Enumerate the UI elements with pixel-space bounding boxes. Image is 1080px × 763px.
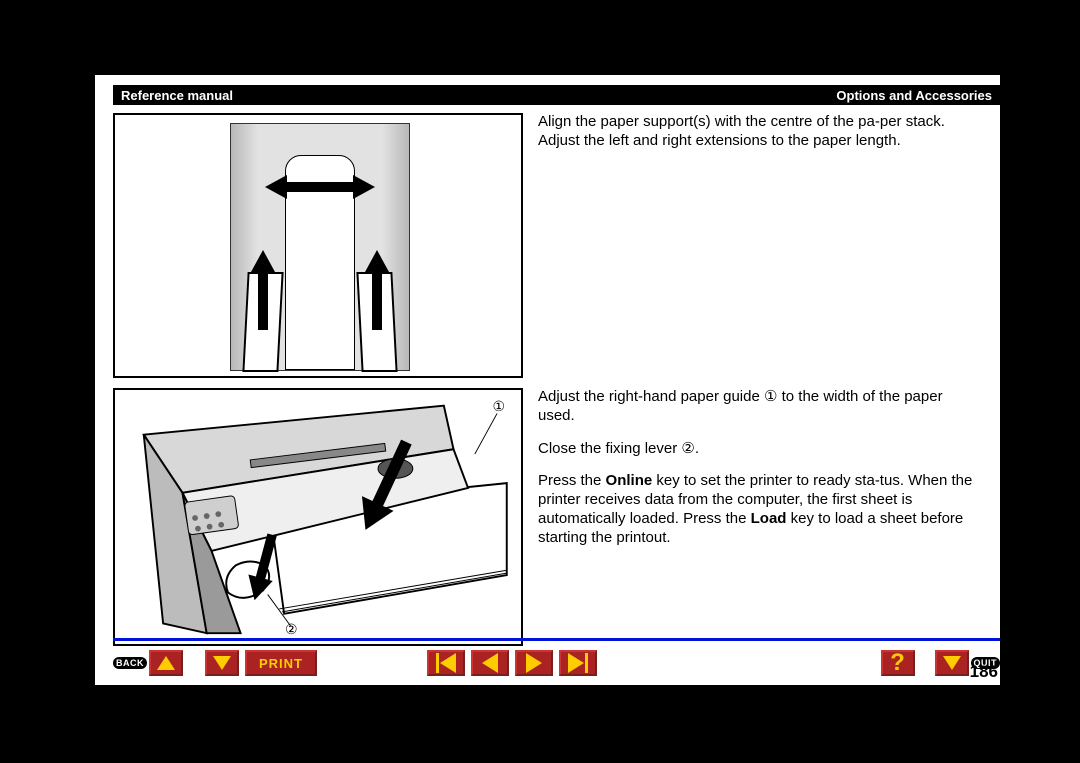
triangle-left-icon — [482, 653, 498, 673]
triangle-up-icon — [157, 656, 175, 670]
prev-page-button[interactable] — [471, 650, 509, 676]
p2b: Close the fixing lever ②. — [538, 440, 983, 459]
triangle-down-icon — [943, 656, 961, 670]
document-page: Reference manual Options and Accessories — [95, 75, 1000, 685]
instruction-text-1: Align the paper support(s) with the cent… — [538, 113, 983, 151]
last-page-button[interactable] — [559, 650, 597, 676]
separator-rule — [113, 638, 1000, 641]
vertical-arrow-right-icon — [365, 250, 389, 330]
vertical-arrow-left-icon — [251, 250, 275, 330]
triangle-right-icon — [526, 653, 542, 673]
header-right-title: Options and Accessories — [836, 88, 992, 103]
header-left-title: Reference manual — [121, 88, 233, 103]
back-button[interactable] — [149, 650, 183, 676]
print-button[interactable]: PRINT — [245, 650, 317, 676]
printer-svg — [121, 396, 515, 638]
horizontal-arrow-icon — [265, 175, 375, 199]
bar-icon — [585, 653, 588, 673]
triangle-down-icon — [213, 656, 231, 670]
figure-printer-guide: ① ② — [113, 388, 523, 646]
next-page-button[interactable] — [515, 650, 553, 676]
header-bar: Reference manual Options and Accessories — [113, 85, 1000, 105]
triangle-left-icon — [440, 653, 456, 673]
bar-icon — [436, 653, 439, 673]
nav-bar: BACK PRINT ? QUIT 186 — [113, 647, 1000, 679]
question-mark-icon: ? — [890, 649, 905, 677]
figure-paper-support — [113, 113, 523, 378]
callout-2-label: ② — [285, 621, 298, 638]
printer-illustration — [121, 396, 515, 638]
content-area: ① ② Align the paper support(s) with the … — [113, 113, 990, 645]
page-number: 186 — [970, 662, 998, 682]
p2a: Adjust the right-hand paper guide ① to t… — [538, 388, 983, 426]
p2c: Press the Online key to set the printer … — [538, 472, 983, 547]
p1-text: Align the paper support(s) with the cent… — [538, 113, 945, 149]
first-page-button[interactable] — [427, 650, 465, 676]
back-label: BACK — [113, 657, 147, 669]
instruction-text-2: Adjust the right-hand paper guide ① to t… — [538, 388, 983, 547]
help-button[interactable]: ? — [881, 650, 915, 676]
callout-1-label: ① — [492, 398, 505, 415]
triangle-right-icon — [568, 653, 584, 673]
page-down-button[interactable] — [205, 650, 239, 676]
quit-down-button[interactable] — [935, 650, 969, 676]
